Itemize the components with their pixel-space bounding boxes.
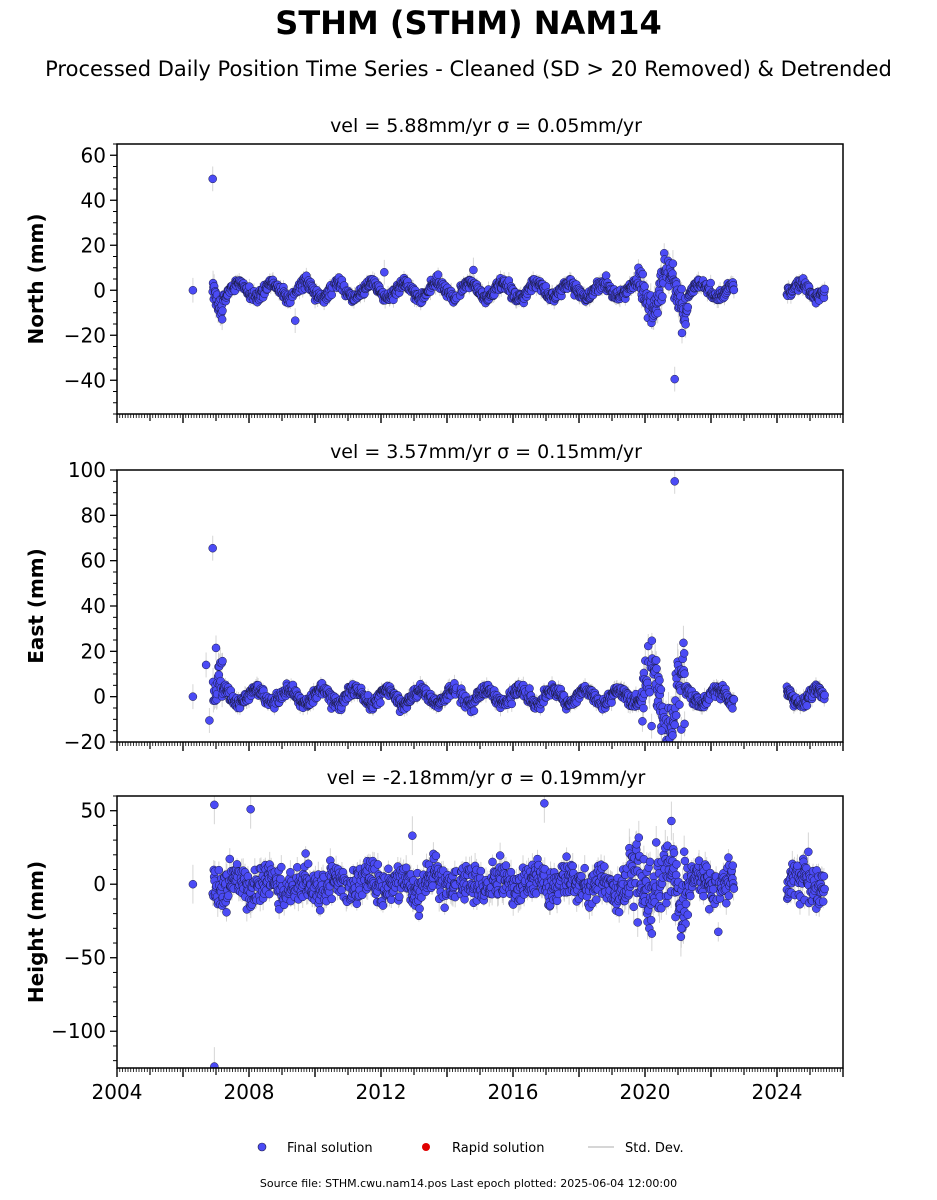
east-point [218, 656, 227, 666]
north-point [433, 270, 443, 279]
north-ytick-label: 20 [81, 233, 106, 257]
north-point [729, 285, 739, 295]
north-point [677, 328, 687, 338]
north-ytick-label: −20 [64, 323, 106, 347]
north-point [820, 284, 829, 294]
north-point [658, 292, 667, 301]
north-panel-title: vel = 5.88mm/yr σ = 0.05mm/yr [330, 115, 642, 137]
page-subtitle: Processed Daily Position Time Series - C… [45, 57, 892, 81]
north-point [217, 315, 227, 324]
east-ylabel: East (mm) [24, 548, 48, 664]
north-point [681, 320, 690, 329]
north-point [218, 306, 227, 315]
north-point [670, 374, 679, 384]
north-point [469, 265, 478, 275]
north-point [601, 271, 611, 280]
north-panel: vel = 5.88mm/yr σ = 0.05mm/yr North (mm)−… [24, 115, 844, 423]
north-point [638, 269, 648, 279]
north-ytick-label: 40 [81, 188, 106, 212]
north-data [188, 166, 829, 392]
north-point [640, 282, 649, 291]
north-ytick-label: −40 [64, 368, 106, 392]
east-point [469, 706, 479, 716]
north-point [653, 308, 662, 318]
north-point [380, 268, 389, 277]
north-ylabel: North (mm) [24, 213, 48, 344]
north-ytick-label: 60 [81, 143, 106, 167]
east-point [376, 698, 385, 707]
north-point [327, 290, 337, 300]
north-ytick-label: 0 [93, 278, 106, 302]
north-point [683, 302, 693, 312]
north-point [290, 316, 300, 325]
east-panel-title: vel = 3.57mm/yr σ = 0.15mm/yr [330, 441, 642, 463]
north-point [188, 286, 198, 295]
north-point [668, 259, 678, 268]
east-point [507, 699, 516, 709]
north-point [706, 278, 715, 288]
north-point [677, 284, 686, 294]
east-point [525, 684, 534, 693]
east-data [188, 470, 829, 742]
page-title: STHM (STHM) NAM14 [275, 4, 662, 42]
north-point [208, 174, 217, 184]
